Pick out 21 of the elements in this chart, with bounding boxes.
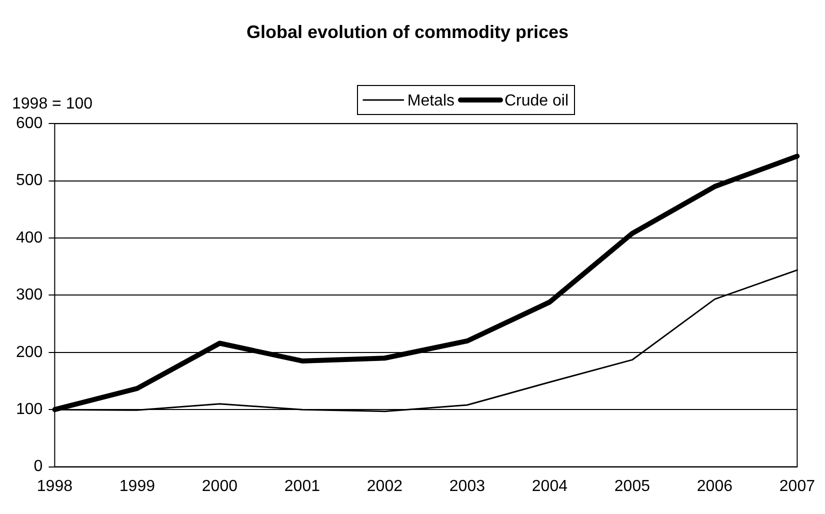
y-tick-label: 0 [34, 458, 43, 476]
legend-label: Crude oil [504, 92, 569, 110]
x-tick-label: 2005 [614, 478, 650, 495]
y-axis-title: 1998 = 100 [12, 95, 93, 112]
y-tick-label: 600 [16, 115, 43, 132]
x-tick-label: 2002 [366, 478, 403, 495]
x-tick-label: 1999 [119, 478, 156, 495]
chart-title: Global evolution of commodity prices [246, 22, 569, 42]
x-tick-label: 2001 [284, 478, 320, 495]
x-tick-label: 2006 [696, 478, 733, 495]
y-tick-label: 200 [16, 344, 43, 361]
y-tick-label: 400 [16, 229, 43, 246]
x-tick-label: 1998 [36, 478, 73, 495]
x-tick-label: 2007 [779, 478, 816, 495]
x-tick-label: 2003 [449, 478, 486, 495]
legend-label: Metals [407, 92, 454, 110]
y-tick-label: 500 [16, 172, 43, 190]
y-tick-label: 300 [16, 286, 43, 304]
x-tick-label: 2000 [202, 478, 238, 495]
y-tick-label: 100 [16, 401, 43, 418]
x-tick-label: 2004 [532, 478, 568, 495]
